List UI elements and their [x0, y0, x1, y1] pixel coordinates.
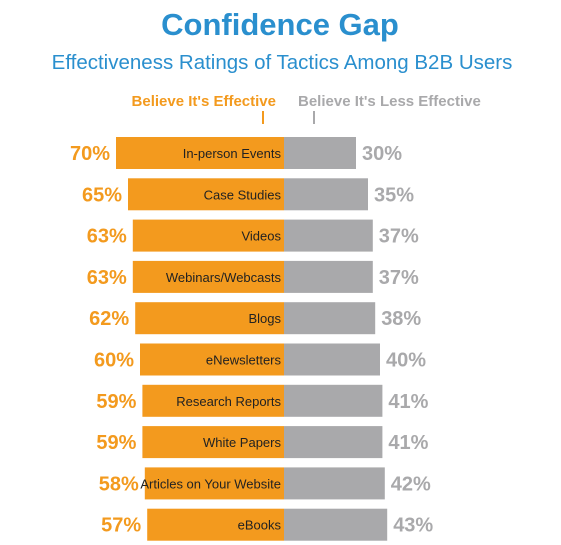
value-label-less-effective: 38% [381, 308, 421, 330]
bar-effective [147, 508, 284, 541]
value-label-less-effective: 35% [374, 184, 414, 206]
bars-group: In-person Events 70% 30% Case Studies 65% 35%… [70, 137, 433, 541]
value-label-effective: 60% [94, 350, 134, 372]
category-label: Research Reports [176, 394, 281, 409]
value-label-less-effective: 41% [388, 391, 428, 413]
value-label-less-effective: 43% [393, 515, 433, 537]
bar-less-effective [284, 178, 368, 211]
category-label: eNewsletters [206, 353, 282, 368]
value-label-less-effective: 37% [379, 267, 419, 289]
chart-title: Confidence Gap [161, 7, 399, 42]
category-label: eBooks [238, 518, 282, 533]
bar-effective [142, 384, 284, 417]
bar-less-effective [284, 260, 373, 293]
value-label-effective: 57% [101, 515, 141, 537]
value-label-effective: 62% [89, 308, 129, 330]
value-label-less-effective: 37% [379, 226, 419, 248]
bar-effective [132, 219, 284, 252]
chart-subtitle: Effectiveness Ratings of Tactics Among B… [52, 51, 513, 74]
value-label-effective: 59% [96, 391, 136, 413]
value-label-effective: 65% [82, 184, 122, 206]
bar-less-effective [284, 508, 388, 541]
value-label-effective: 63% [87, 226, 127, 248]
category-label: Videos [241, 229, 281, 244]
value-label-effective: 63% [87, 267, 127, 289]
bar-effective [142, 426, 284, 459]
bar-less-effective [284, 219, 373, 252]
value-label-less-effective: 30% [362, 143, 402, 165]
value-label-less-effective: 41% [388, 432, 428, 454]
bar-less-effective [284, 426, 383, 459]
category-label: White Papers [203, 435, 282, 450]
bar-effective [128, 178, 284, 211]
bar-effective [140, 343, 284, 376]
bar-less-effective [284, 384, 383, 417]
bar-less-effective [284, 137, 356, 169]
bar-effective [135, 302, 284, 335]
value-label-effective: 70% [70, 143, 110, 165]
bar-less-effective [284, 302, 376, 335]
category-label: Blogs [248, 311, 281, 326]
legend-effective-label: Believe It's Effective [132, 93, 276, 110]
legend-less-effective-label: Believe It's Less Effective [298, 93, 481, 110]
category-label: Articles on Your Website [140, 476, 281, 491]
value-label-less-effective: 40% [386, 350, 426, 372]
value-label-effective: 59% [96, 432, 136, 454]
bar-effective [116, 137, 284, 169]
category-label: Webinars/Webcasts [166, 270, 282, 285]
value-label-effective: 58% [99, 473, 139, 495]
bar-effective [144, 467, 284, 500]
bar-less-effective [284, 467, 385, 500]
bar-less-effective [284, 343, 380, 376]
bar-effective [132, 260, 284, 293]
value-label-less-effective: 42% [391, 473, 431, 495]
category-label: Case Studies [204, 187, 282, 202]
category-label: In-person Events [183, 146, 282, 161]
